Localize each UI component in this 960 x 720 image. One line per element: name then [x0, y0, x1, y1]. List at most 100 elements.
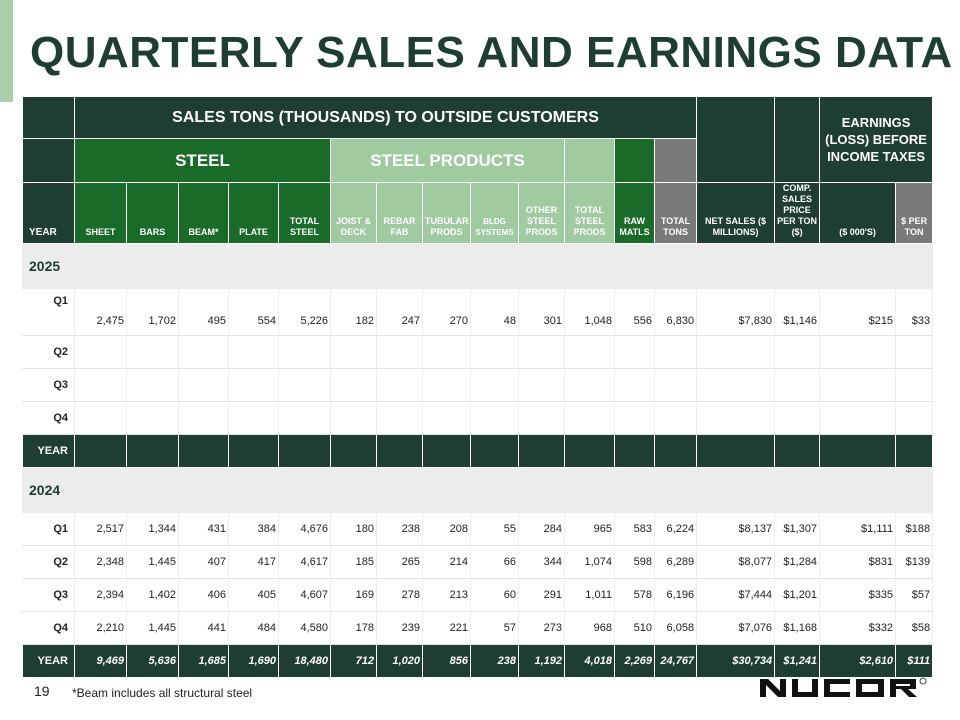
cell-earnings-per-ton	[895, 401, 934, 435]
cell-tubular-prods: 221	[422, 611, 471, 645]
col-earnings-per-ton: $ PER TON	[895, 182, 934, 244]
raw-matls-spacer	[614, 138, 655, 183]
table-row: Q4	[22, 401, 934, 435]
cell-rebar-fab: 247	[376, 288, 423, 336]
table-row: Q2 2,348 1,445 407 417 4,617 185 265 214 66 344 1,0…	[22, 545, 934, 579]
cell-beam: 406	[178, 578, 229, 612]
cell-earnings-per-ton	[895, 368, 934, 402]
col-total-tons: TOTAL TONS	[653, 182, 698, 244]
cell-rebar-fab: 238	[376, 512, 423, 546]
total-total-steel-prods: 4,018	[564, 644, 615, 678]
cell-raw-matls: 598	[614, 545, 655, 579]
cell-net-sales: $8,077	[696, 545, 776, 579]
year-header-spacer	[22, 96, 75, 139]
cell-rebar-fab	[376, 401, 423, 435]
total-joist-deck	[330, 434, 377, 468]
quarter-label: Q2	[22, 335, 75, 369]
cell-comp-sales-price: $1,284	[774, 545, 821, 579]
cell-total-tons: 6,830	[653, 288, 698, 336]
cell-joist-deck: 178	[330, 611, 377, 645]
cell-beam: 495	[178, 288, 229, 336]
cell-earnings-thousands: $335	[819, 578, 897, 612]
total-sheet: 9,469	[74, 644, 127, 678]
cell-total-tons: 6,224	[653, 512, 698, 546]
year-section-fill	[73, 467, 934, 513]
cell-earnings-thousands: $215	[819, 288, 897, 336]
year-total-label: YEAR	[22, 644, 75, 678]
cell-beam	[178, 368, 229, 402]
cell-plate: 554	[228, 288, 279, 336]
year-section-row: 2025	[22, 243, 934, 289]
quarter-label: Q4	[22, 401, 75, 435]
cell-earnings-per-ton: $139	[895, 545, 934, 579]
quarter-label: Q4	[22, 611, 75, 645]
cell-total-steel	[278, 335, 331, 369]
cell-other-steel-prods	[518, 401, 565, 435]
year-total-row: YEAR 9,469 5,636 1,685 1,690 18,480 712 1,020 85…	[22, 644, 934, 678]
cell-bars: 1,402	[126, 578, 179, 612]
quarter-label: Q2	[22, 545, 75, 579]
total-beam: 1,685	[178, 644, 229, 678]
total-other-steel-prods	[518, 434, 565, 468]
col-other-steel-prods: OTHER STEEL PRODS	[518, 182, 565, 244]
cell-other-steel-prods: 301	[518, 288, 565, 336]
cell-tubular-prods: 214	[422, 545, 471, 579]
year-total-row: YEAR	[22, 434, 934, 468]
total-total-steel	[278, 434, 331, 468]
cell-net-sales: $7,830	[696, 288, 776, 336]
total-sheet	[74, 434, 127, 468]
total-joist-deck: 712	[330, 644, 377, 678]
cell-earnings-thousands: $831	[819, 545, 897, 579]
cell-comp-sales-price	[774, 335, 821, 369]
quarter-label: Q3	[22, 368, 75, 402]
sales-earnings-table-container: SALES TONS (THOUSANDS) TO OUTSIDE CUSTOM…	[22, 96, 934, 678]
steel-group-header: STEEL	[74, 138, 331, 183]
table-row: Q1 2,475 1,702 495 554 5,226 182 247 270 48 301 1,0…	[22, 288, 934, 336]
cell-earnings-thousands: $1,111	[819, 512, 897, 546]
cell-raw-matls	[614, 335, 655, 369]
table-row: Q3	[22, 368, 934, 402]
total-rebar-fab: 1,020	[376, 644, 423, 678]
cell-net-sales: $7,444	[696, 578, 776, 612]
page-title: QUARTERLY SALES AND EARNINGS DATA	[30, 28, 953, 77]
cell-total-tons: 6,289	[653, 545, 698, 579]
year-section-label: 2025	[22, 243, 75, 289]
cell-beam: 441	[178, 611, 229, 645]
cell-earnings-thousands: $332	[819, 611, 897, 645]
accent-stripe	[0, 0, 13, 102]
cell-raw-matls	[614, 368, 655, 402]
cell-bldg-systems	[470, 335, 519, 369]
total-tubular-prods: 856	[422, 644, 471, 678]
cell-bars	[126, 401, 179, 435]
cell-raw-matls: 556	[614, 288, 655, 336]
total-earnings-per-ton: $111	[895, 644, 934, 678]
total-comp-sales-price	[774, 434, 821, 468]
cell-rebar-fab: 265	[376, 545, 423, 579]
cell-sheet: 2,475	[74, 288, 127, 336]
cell-tubular-prods: 213	[422, 578, 471, 612]
cell-sheet: 2,394	[74, 578, 127, 612]
table-row: Q4 2,210 1,445 441 484 4,580 178 239 221 57 273 968…	[22, 611, 934, 645]
page-number: 19	[34, 683, 50, 699]
total-total-steel-prods	[564, 434, 615, 468]
year-header-spacer-2	[22, 138, 75, 183]
cell-total-tons: 6,196	[653, 578, 698, 612]
cell-joist-deck: 182	[330, 288, 377, 336]
total-earnings-per-ton	[895, 434, 934, 468]
cell-bars: 1,702	[126, 288, 179, 336]
cell-total-steel: 4,607	[278, 578, 331, 612]
cell-beam: 407	[178, 545, 229, 579]
cell-earnings-per-ton: $188	[895, 512, 934, 546]
cell-joist-deck: 185	[330, 545, 377, 579]
net-sales-spacer	[696, 96, 776, 183]
cell-net-sales: $8,137	[696, 512, 776, 546]
cell-earnings-per-ton	[895, 335, 934, 369]
cell-total-steel-prods	[564, 335, 615, 369]
cell-total-tons	[653, 368, 698, 402]
cell-rebar-fab	[376, 335, 423, 369]
cell-tubular-prods	[422, 368, 471, 402]
cell-earnings-per-ton: $33	[895, 288, 934, 336]
footnote: *Beam includes all structural steel	[72, 686, 253, 700]
cell-plate	[228, 368, 279, 402]
total-earnings-thousands: $2,610	[819, 644, 897, 678]
